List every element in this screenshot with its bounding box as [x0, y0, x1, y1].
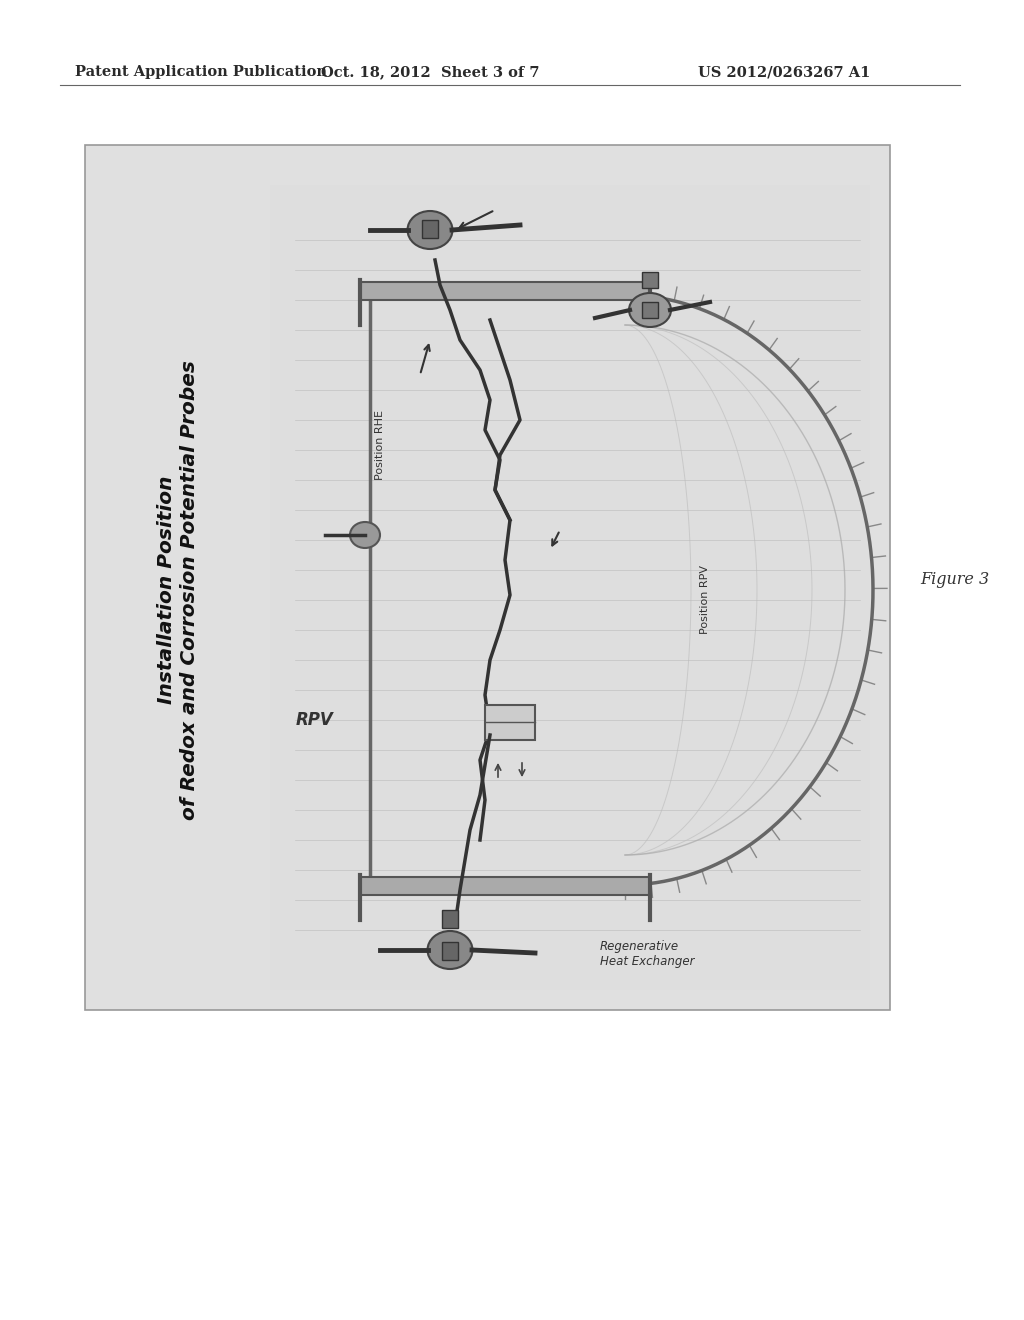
Text: Regenerative
Heat Exchanger: Regenerative Heat Exchanger: [600, 940, 694, 968]
Bar: [642, 302, 658, 318]
Text: Figure 3: Figure 3: [920, 572, 989, 589]
Bar: [442, 942, 458, 960]
Ellipse shape: [350, 521, 380, 548]
Ellipse shape: [629, 293, 671, 327]
Text: Installation Position
of Redox and Corrosion Potential Probes: Installation Position of Redox and Corro…: [157, 360, 200, 820]
Bar: [442, 909, 458, 928]
FancyBboxPatch shape: [270, 185, 870, 990]
Text: RPV: RPV: [296, 711, 334, 729]
Bar: [360, 876, 650, 895]
Bar: [422, 220, 438, 238]
Text: Position RPV: Position RPV: [700, 565, 710, 635]
Text: US 2012/0263267 A1: US 2012/0263267 A1: [697, 65, 870, 79]
Ellipse shape: [408, 211, 453, 249]
Bar: [360, 282, 650, 300]
Text: Patent Application Publication: Patent Application Publication: [75, 65, 327, 79]
Ellipse shape: [427, 931, 472, 969]
Text: Position RHE: Position RHE: [375, 411, 385, 480]
Bar: [485, 705, 535, 741]
FancyBboxPatch shape: [85, 145, 890, 1010]
Bar: [642, 272, 658, 288]
Text: Oct. 18, 2012  Sheet 3 of 7: Oct. 18, 2012 Sheet 3 of 7: [321, 65, 540, 79]
